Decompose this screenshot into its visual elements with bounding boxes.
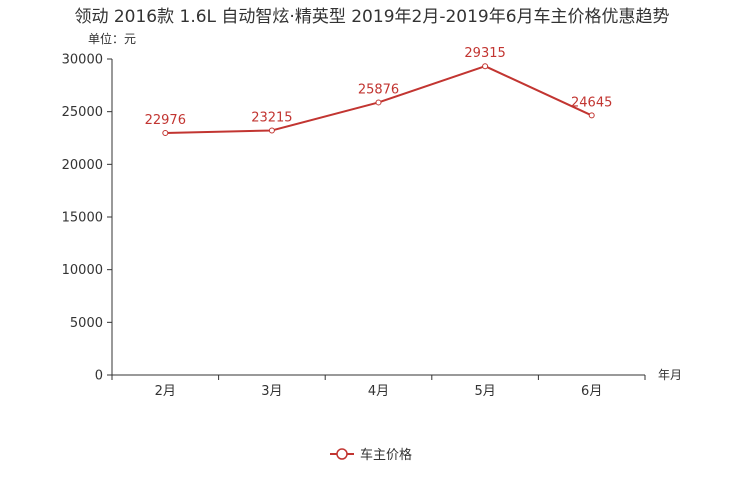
data-point[interactable] — [482, 63, 489, 70]
x-tick-label: 2月 — [155, 384, 176, 399]
y-tick-label: 15000 — [62, 211, 103, 226]
x-tick-label: 5月 — [474, 384, 495, 399]
data-point[interactable] — [588, 112, 595, 119]
x-tick-label: 3月 — [261, 384, 282, 399]
series-layer: 22976 23215 25876 29315 24645 — [145, 46, 612, 136]
data-label: 25876 — [358, 82, 399, 97]
legend[interactable]: 车主价格 — [330, 447, 412, 463]
data-point[interactable] — [375, 99, 382, 106]
legend-label: 车主价格 — [360, 447, 412, 463]
y-tick-label: 0 — [95, 369, 103, 384]
data-point[interactable] — [268, 127, 275, 134]
data-point[interactable] — [162, 129, 169, 136]
data-label: 23215 — [251, 110, 292, 125]
x-axis-ticks: 2月 3月 4月 5月 6月 — [111, 375, 646, 399]
chart-title: 领动 2016款 1.6L 自动智炫·精英型 2019年2月-2019年6月车主… — [74, 7, 669, 27]
y-tick-label: 20000 — [62, 158, 103, 173]
y-tick-label: 30000 — [62, 53, 103, 68]
x-tick-label: 6月 — [581, 384, 602, 399]
y-tick-label: 5000 — [70, 316, 103, 331]
data-label: 29315 — [464, 46, 505, 61]
legend-marker-icon — [336, 448, 348, 460]
data-label: 22976 — [145, 113, 186, 128]
y-axis-unit-label: 单位：元 — [88, 31, 136, 46]
data-label: 24645 — [571, 95, 612, 110]
y-tick-label: 25000 — [62, 105, 103, 120]
x-axis-name: 年月 — [658, 368, 682, 382]
x-tick-label: 4月 — [368, 384, 389, 399]
y-axis-ticks: 0 5000 10000 15000 20000 25000 30000 — [62, 53, 112, 384]
y-tick-label: 10000 — [62, 263, 103, 278]
